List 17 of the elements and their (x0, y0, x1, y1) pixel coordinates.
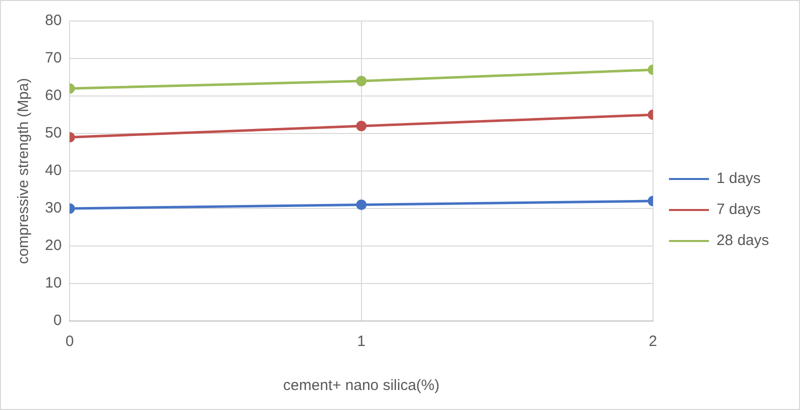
legend-label: 1 days (716, 170, 761, 188)
legend-label: 28 days (716, 232, 770, 250)
y-axis-title: compressive strength (Mpa) (15, 78, 32, 264)
legend-label: 7 days (716, 201, 761, 218)
x-axis-title: cement+ nano silica(%) (283, 377, 440, 394)
x-tick-label: 2 (648, 333, 658, 350)
x-tick-label: 0 (66, 333, 74, 350)
y-tick-label: 10 (44, 274, 62, 292)
x-tick-label: 1 (357, 333, 366, 350)
y-tick-label: 30 (44, 200, 62, 217)
y-tick-label: 60 (44, 87, 62, 104)
y-tick-label: 50 (44, 124, 62, 142)
y-tick-label: 70 (44, 50, 62, 67)
y-tick-label: 80 (44, 12, 62, 30)
y-tick-label: 0 (53, 312, 62, 330)
y-tick-label: 20 (44, 237, 62, 254)
y-tick-label: 40 (44, 162, 62, 180)
